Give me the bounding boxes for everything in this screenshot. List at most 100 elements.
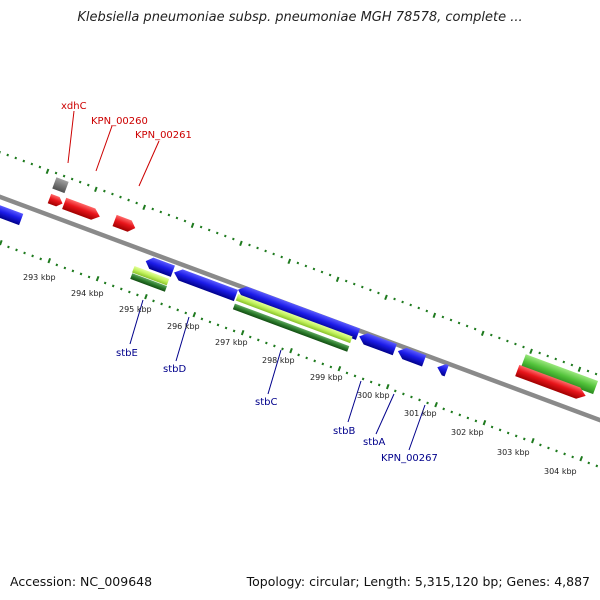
ruler-tick [127, 198, 130, 202]
ruler-tick [434, 401, 438, 408]
ruler-tick [305, 356, 308, 360]
ruler-tick [352, 282, 356, 286]
ruler-tick [562, 360, 566, 364]
ruler-tick [506, 431, 510, 435]
ruler-tick [335, 276, 340, 283]
feature-dark-long[interactable] [232, 303, 350, 352]
ruler-tick [159, 210, 163, 214]
kbp-label: 296 kbp [167, 322, 200, 331]
ruler-tick [55, 263, 59, 267]
ruler-tick [474, 419, 478, 423]
kbp-labels: 293 kbp 294 kbp 295 kbp 296 kbp 297 kbp … [23, 273, 577, 476]
gene-stbE[interactable] [144, 256, 175, 277]
ruler-tick [199, 225, 203, 229]
ruler-tick [369, 288, 372, 292]
ruler-tick [393, 297, 396, 301]
ruler-tick [337, 365, 342, 372]
kbp-label: 294 kbp [71, 289, 104, 298]
label-KPN-00260: KPN_00260 [91, 116, 148, 127]
gene-red-right[interactable] [515, 364, 588, 402]
ruler-tick [168, 305, 171, 309]
ruler-tick [39, 257, 43, 261]
ruler-tick [15, 248, 18, 252]
ruler-tick [498, 428, 502, 432]
ruler-tick [31, 254, 34, 258]
ruler-tick [321, 362, 325, 366]
ruler-tick [442, 407, 446, 411]
ruler-tick [192, 311, 197, 318]
ruler-tick [522, 345, 525, 349]
label-xdhC: xdhC [61, 101, 87, 112]
ruler-tick [547, 446, 550, 450]
ruler-tick [555, 449, 558, 453]
ruler-tick [482, 419, 487, 426]
ruler-tick [78, 180, 82, 184]
feature-dark-short[interactable] [130, 273, 167, 292]
ruler-tick [45, 168, 50, 175]
ruler-tick [297, 353, 300, 357]
gene-KPN-00261[interactable] [112, 214, 138, 234]
ruler-tick [135, 201, 138, 205]
ruler-tick [514, 434, 518, 438]
ruler-tick [94, 186, 98, 193]
gene-forward-small[interactable] [47, 193, 65, 208]
ruler-tick [393, 389, 397, 393]
ruler-tick [207, 228, 211, 232]
ruler-tick [498, 336, 501, 340]
ruler-tick [360, 285, 364, 289]
ruler-tick [425, 309, 429, 313]
gene-xdhC[interactable] [52, 177, 69, 194]
ruler-tick [239, 240, 243, 247]
ruler-tick [175, 216, 179, 220]
ruler-tick [167, 213, 171, 217]
ruler-tick [7, 245, 10, 249]
gene-stbB[interactable] [357, 331, 397, 356]
feature-lime-long[interactable] [235, 293, 353, 344]
label-KPN-00261: KPN_00261 [135, 130, 192, 141]
gene-stbC[interactable] [236, 284, 361, 340]
ruler-tick [208, 320, 212, 324]
forward-strand-genes [47, 177, 598, 402]
accession-label: Accession: NC_009648 [10, 574, 153, 589]
ruler-tick [426, 401, 429, 405]
ruler-tick [489, 333, 493, 337]
ruler-tick [176, 308, 180, 312]
ruler-tick [111, 192, 114, 196]
ruler-tick [103, 281, 107, 285]
gene-green-right[interactable] [520, 354, 598, 395]
label-KPN-00267: KPN_00267 [381, 453, 438, 464]
ruler-tick [570, 363, 574, 367]
ruler-tick [449, 318, 453, 322]
gene-reverse-left[interactable] [0, 202, 24, 226]
kbp-label: 293 kbp [23, 273, 56, 282]
ruler-tick [409, 303, 413, 307]
ruler-tick [71, 269, 75, 273]
ruler-tick [577, 366, 582, 372]
gene-KPN-00267[interactable] [435, 362, 449, 377]
ruler-tick [273, 344, 276, 348]
ruler-tick [432, 312, 437, 319]
ruler-tick [103, 189, 106, 193]
label-stbD: stbD [163, 364, 186, 375]
ruler-tick [345, 371, 349, 375]
ruler-tick [14, 156, 18, 160]
gene-stbD[interactable] [172, 267, 239, 302]
kbp-label: 297 kbp [215, 338, 248, 347]
ruler-tick [377, 291, 380, 295]
reverse-gene-labels: stbE stbD stbC stbB stbA KPN_00267 [116, 348, 438, 464]
ruler-tick [450, 410, 454, 414]
kbp-label: 300 kbp [357, 391, 390, 400]
ruler-tick [587, 461, 591, 465]
gene-KPN-00260[interactable] [62, 197, 102, 222]
feature-lime-short[interactable] [132, 265, 170, 286]
ruler-tick [546, 354, 550, 358]
ruler-tick [490, 425, 494, 429]
gene-stbA[interactable] [396, 345, 427, 367]
feature-bars [130, 265, 353, 352]
ruler-tick [401, 300, 404, 304]
ruler-tick [119, 287, 123, 291]
ruler-tick [594, 372, 598, 376]
ruler-tick [402, 392, 405, 396]
ruler-tick [160, 302, 163, 306]
